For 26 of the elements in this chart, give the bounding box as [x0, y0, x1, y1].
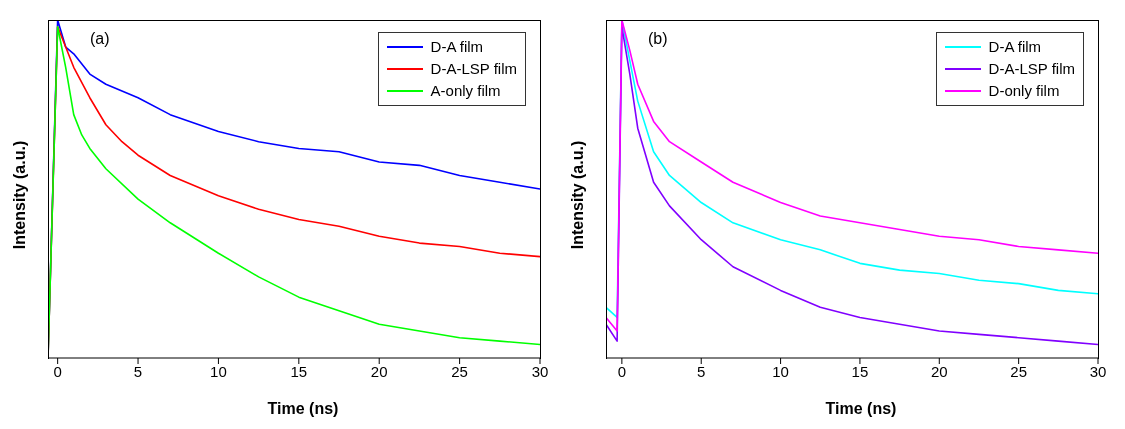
x-tick-label: 10	[210, 362, 227, 380]
text: (a)	[90, 30, 110, 48]
legend-label: A-only film	[430, 81, 501, 101]
legend-label: D-A-LSP film	[988, 59, 1075, 79]
x-tick-label: 25	[1010, 362, 1027, 380]
x-tick-label: 0	[53, 362, 62, 380]
x-axis-title: Time (ns)	[824, 400, 898, 418]
x-tick-label: 20	[370, 362, 388, 380]
x-tick-label: 20	[930, 362, 948, 380]
legend-label: D-only film	[988, 81, 1060, 101]
x-tick-label: 25	[451, 362, 468, 380]
x-tick-label: 5	[133, 362, 143, 380]
y-axis-title: Intensity (a.u.)	[11, 140, 29, 250]
legend-label: D-A film	[430, 37, 484, 57]
x-tick-label: 30	[1089, 362, 1107, 380]
x-tick-label: 15	[851, 362, 869, 380]
legend-label: D-A film	[988, 37, 1042, 57]
x-axis-title: Time (ns)	[266, 400, 340, 418]
x-tick-label: 15	[290, 362, 308, 380]
x-tick-label: 0	[617, 362, 627, 380]
text: (b)	[648, 30, 668, 48]
legend-label: D-A-LSP film	[430, 59, 517, 79]
x-tick-label: 10	[772, 362, 789, 380]
x-tick-label: 30	[531, 362, 549, 380]
y-axis-title: Intensity (a.u.)	[569, 140, 587, 250]
x-tick-label: 5	[697, 362, 706, 380]
